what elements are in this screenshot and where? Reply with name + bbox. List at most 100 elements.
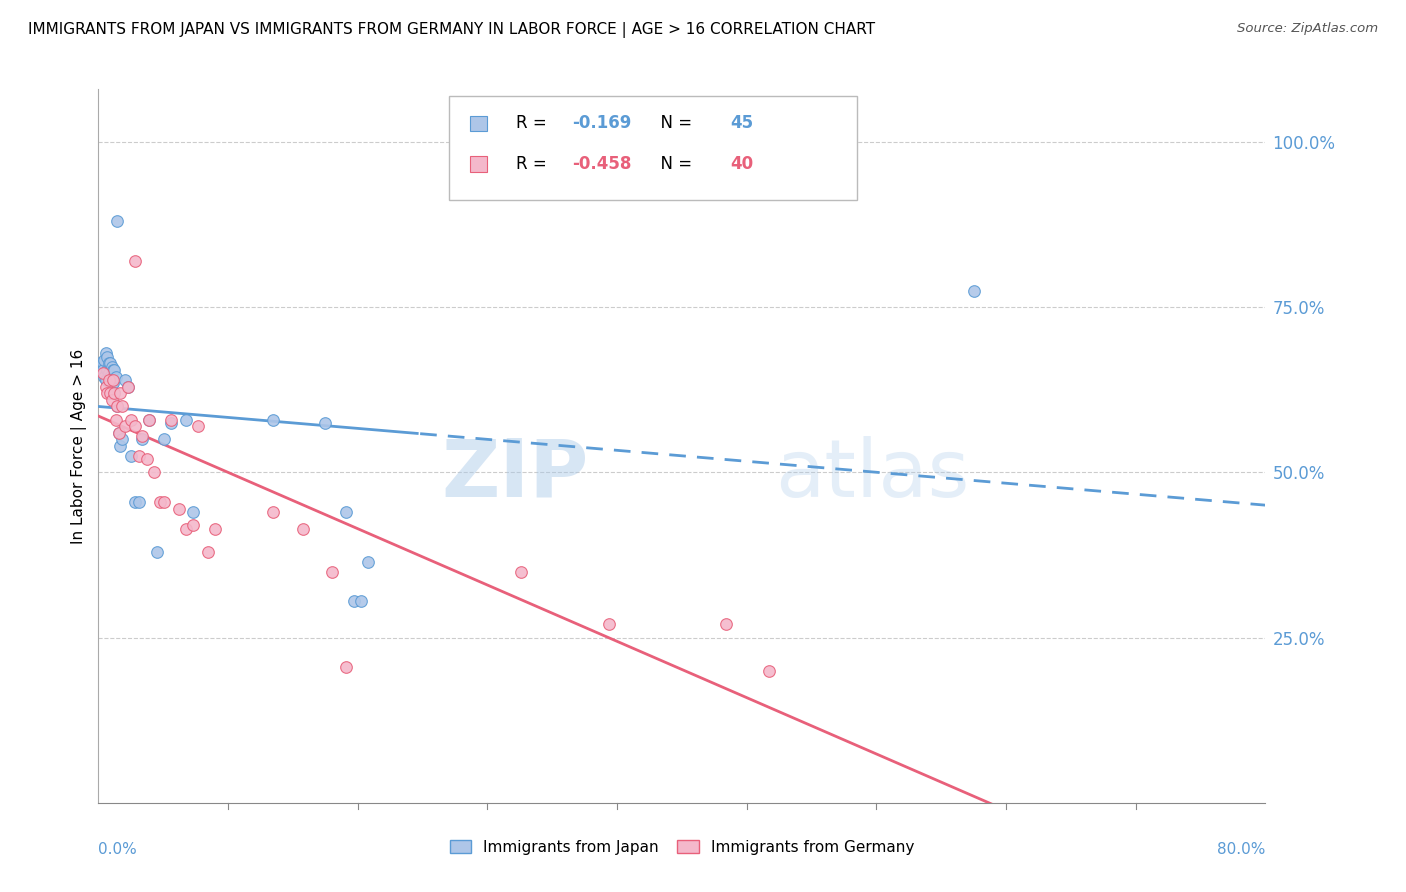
Point xyxy=(93,353,115,368)
Point xyxy=(357,555,380,569)
Point xyxy=(96,363,118,377)
Point xyxy=(90,359,112,374)
Y-axis label: In Labor Force | Age > 16: In Labor Force | Age > 16 xyxy=(72,349,87,543)
Point xyxy=(108,425,131,440)
Point xyxy=(98,356,121,370)
Point xyxy=(101,376,124,391)
Point xyxy=(120,412,142,426)
Point xyxy=(124,495,146,509)
Point xyxy=(131,433,153,447)
Point xyxy=(174,412,197,426)
Text: -0.169: -0.169 xyxy=(572,114,631,132)
Point xyxy=(103,386,125,401)
Legend: Immigrants from Japan, Immigrants from Germany: Immigrants from Japan, Immigrants from G… xyxy=(446,835,918,859)
Point xyxy=(142,466,165,480)
Point xyxy=(94,346,117,360)
Text: IMMIGRANTS FROM JAPAN VS IMMIGRANTS FROM GERMANY IN LABOR FORCE | AGE > 16 CORRE: IMMIGRANTS FROM JAPAN VS IMMIGRANTS FROM… xyxy=(28,22,876,38)
Point xyxy=(100,376,122,391)
Point xyxy=(153,433,176,447)
Point xyxy=(97,373,120,387)
Point xyxy=(262,412,284,426)
Point xyxy=(350,594,373,608)
Text: 0.0%: 0.0% xyxy=(98,842,138,857)
Point xyxy=(167,501,190,516)
Point xyxy=(321,565,343,579)
Point xyxy=(160,416,183,430)
Point xyxy=(100,359,122,374)
Point xyxy=(187,419,209,434)
Point xyxy=(105,400,128,414)
Point xyxy=(110,386,132,401)
Point xyxy=(101,363,124,377)
Point xyxy=(93,369,115,384)
Point xyxy=(153,495,176,509)
Point xyxy=(97,367,120,381)
Point xyxy=(98,369,121,384)
Point xyxy=(111,433,134,447)
Point xyxy=(104,369,127,384)
Point xyxy=(335,660,357,674)
Text: 40: 40 xyxy=(730,155,752,173)
Point xyxy=(314,416,336,430)
Point xyxy=(96,350,118,364)
Point xyxy=(100,392,122,407)
Point xyxy=(91,367,114,381)
Point xyxy=(97,356,120,370)
Text: 80.0%: 80.0% xyxy=(1218,842,1265,857)
FancyBboxPatch shape xyxy=(470,116,488,131)
Point xyxy=(98,386,121,401)
Point xyxy=(146,545,169,559)
Point xyxy=(91,363,114,377)
Point xyxy=(262,505,284,519)
Point xyxy=(149,495,172,509)
Point xyxy=(128,495,150,509)
Point xyxy=(714,617,737,632)
Point xyxy=(343,594,366,608)
Point xyxy=(124,254,146,268)
Point xyxy=(117,379,139,393)
Point xyxy=(131,429,153,443)
Point xyxy=(111,400,134,414)
Point xyxy=(174,522,197,536)
Point xyxy=(335,505,357,519)
Point xyxy=(89,356,111,370)
Text: ZIP: ZIP xyxy=(441,435,589,514)
Text: N =: N = xyxy=(651,155,697,173)
Point xyxy=(291,522,314,536)
Point xyxy=(96,386,118,401)
Text: Source: ZipAtlas.com: Source: ZipAtlas.com xyxy=(1237,22,1378,36)
Point xyxy=(101,373,124,387)
Point xyxy=(204,522,226,536)
Point xyxy=(103,386,125,401)
Point xyxy=(117,379,139,393)
Text: atlas: atlas xyxy=(775,435,970,514)
Text: R =: R = xyxy=(516,155,553,173)
Point xyxy=(120,449,142,463)
Point xyxy=(105,400,128,414)
Point xyxy=(114,419,136,434)
Point xyxy=(110,439,132,453)
Point xyxy=(598,617,620,632)
Point xyxy=(104,412,127,426)
FancyBboxPatch shape xyxy=(449,96,856,200)
Point xyxy=(510,565,533,579)
Point xyxy=(135,452,157,467)
Text: R =: R = xyxy=(516,114,553,132)
Point xyxy=(105,214,128,228)
Point xyxy=(91,356,114,370)
Text: N =: N = xyxy=(651,114,697,132)
FancyBboxPatch shape xyxy=(470,156,488,172)
Point xyxy=(181,505,204,519)
Point xyxy=(160,412,183,426)
Point xyxy=(94,379,117,393)
Point xyxy=(962,284,984,298)
Text: 45: 45 xyxy=(730,114,752,132)
Point xyxy=(114,373,136,387)
Point xyxy=(197,545,219,559)
Point xyxy=(138,412,160,426)
Point xyxy=(103,363,125,377)
Point xyxy=(124,419,146,434)
Point xyxy=(181,518,204,533)
Point xyxy=(108,425,131,440)
Point xyxy=(138,412,160,426)
